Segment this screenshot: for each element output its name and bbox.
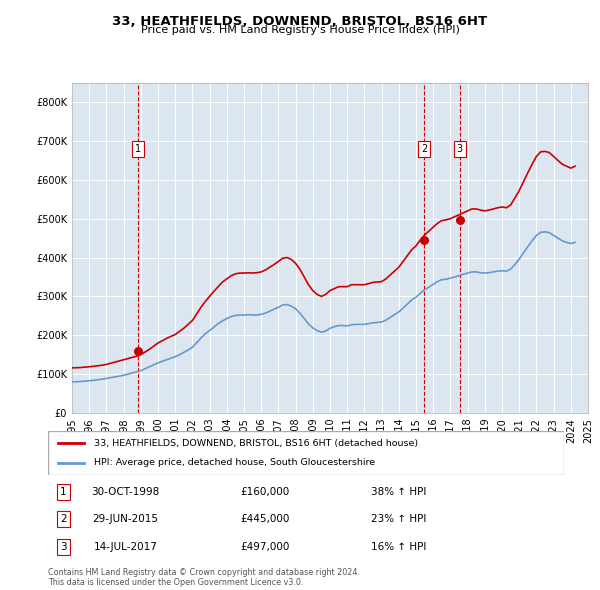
Text: Price paid vs. HM Land Registry's House Price Index (HPI): Price paid vs. HM Land Registry's House … (140, 25, 460, 35)
Point (133, 346, 143, 356)
Text: 33, HEATHFIELDS, DOWNEND, BRISTOL, BS16 6HT (detached house): 33, HEATHFIELDS, DOWNEND, BRISTOL, BS16 … (94, 438, 419, 448)
Text: 2: 2 (60, 514, 67, 524)
Text: Contains HM Land Registry data © Crown copyright and database right 2024.: Contains HM Land Registry data © Crown c… (48, 568, 360, 576)
Text: £445,000: £445,000 (240, 514, 289, 524)
FancyBboxPatch shape (48, 431, 564, 475)
Text: 23% ↑ HPI: 23% ↑ HPI (371, 514, 427, 524)
Text: £497,000: £497,000 (240, 542, 289, 552)
Point (419, 235, 429, 245)
Text: 38% ↑ HPI: 38% ↑ HPI (371, 487, 427, 497)
Text: £160,000: £160,000 (240, 487, 289, 497)
Text: 29-JUN-2015: 29-JUN-2015 (92, 514, 158, 524)
Text: 3: 3 (60, 542, 67, 552)
Point (455, 215, 464, 225)
Text: 3: 3 (457, 144, 463, 153)
Text: HPI: Average price, detached house, South Gloucestershire: HPI: Average price, detached house, Sout… (94, 458, 376, 467)
Text: 1: 1 (135, 144, 141, 153)
Text: 33, HEATHFIELDS, DOWNEND, BRISTOL, BS16 6HT: 33, HEATHFIELDS, DOWNEND, BRISTOL, BS16 … (112, 15, 488, 28)
Text: 16% ↑ HPI: 16% ↑ HPI (371, 542, 427, 552)
Text: 2: 2 (421, 144, 428, 153)
Text: This data is licensed under the Open Government Licence v3.0.: This data is licensed under the Open Gov… (48, 578, 304, 587)
Text: 14-JUL-2017: 14-JUL-2017 (94, 542, 157, 552)
Text: 1: 1 (60, 487, 67, 497)
Text: 30-OCT-1998: 30-OCT-1998 (91, 487, 160, 497)
